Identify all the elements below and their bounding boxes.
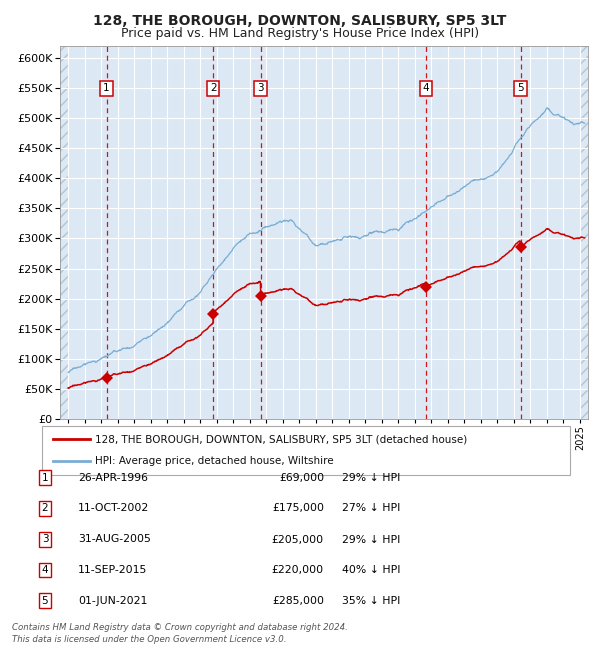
Text: This data is licensed under the Open Government Licence v3.0.: This data is licensed under the Open Gov… bbox=[12, 634, 287, 644]
Text: Price paid vs. HM Land Registry's House Price Index (HPI): Price paid vs. HM Land Registry's House … bbox=[121, 27, 479, 40]
Text: 5: 5 bbox=[41, 595, 49, 606]
Text: 27% ↓ HPI: 27% ↓ HPI bbox=[342, 503, 400, 514]
Text: £220,000: £220,000 bbox=[272, 565, 324, 575]
Text: 01-JUN-2021: 01-JUN-2021 bbox=[78, 595, 148, 606]
Text: 4: 4 bbox=[41, 565, 49, 575]
FancyBboxPatch shape bbox=[42, 426, 570, 474]
Text: 2: 2 bbox=[41, 503, 49, 514]
Text: 35% ↓ HPI: 35% ↓ HPI bbox=[342, 595, 400, 606]
Text: £175,000: £175,000 bbox=[272, 503, 324, 514]
Text: 26-APR-1996: 26-APR-1996 bbox=[78, 473, 148, 483]
Text: HPI: Average price, detached house, Wiltshire: HPI: Average price, detached house, Wilt… bbox=[95, 456, 334, 466]
Text: 1: 1 bbox=[41, 473, 49, 483]
Text: £285,000: £285,000 bbox=[272, 595, 324, 606]
Text: 3: 3 bbox=[41, 534, 49, 545]
Bar bbox=[580, 46, 588, 419]
Text: 40% ↓ HPI: 40% ↓ HPI bbox=[342, 565, 401, 575]
Text: 2: 2 bbox=[210, 83, 217, 94]
Text: 29% ↓ HPI: 29% ↓ HPI bbox=[342, 473, 400, 483]
Text: 11-OCT-2002: 11-OCT-2002 bbox=[78, 503, 149, 514]
Text: £205,000: £205,000 bbox=[272, 534, 324, 545]
Text: 5: 5 bbox=[517, 83, 524, 94]
Text: 3: 3 bbox=[257, 83, 264, 94]
Text: Contains HM Land Registry data © Crown copyright and database right 2024.: Contains HM Land Registry data © Crown c… bbox=[12, 623, 348, 632]
Text: 1: 1 bbox=[103, 83, 110, 94]
Text: 128, THE BOROUGH, DOWNTON, SALISBURY, SP5 3LT (detached house): 128, THE BOROUGH, DOWNTON, SALISBURY, SP… bbox=[95, 434, 467, 445]
Text: 128, THE BOROUGH, DOWNTON, SALISBURY, SP5 3LT: 128, THE BOROUGH, DOWNTON, SALISBURY, SP… bbox=[94, 14, 506, 29]
Text: 31-AUG-2005: 31-AUG-2005 bbox=[78, 534, 151, 545]
Bar bbox=[60, 46, 68, 419]
Text: 29% ↓ HPI: 29% ↓ HPI bbox=[342, 534, 400, 545]
Text: 4: 4 bbox=[423, 83, 430, 94]
Text: £69,000: £69,000 bbox=[279, 473, 324, 483]
Text: 11-SEP-2015: 11-SEP-2015 bbox=[78, 565, 148, 575]
